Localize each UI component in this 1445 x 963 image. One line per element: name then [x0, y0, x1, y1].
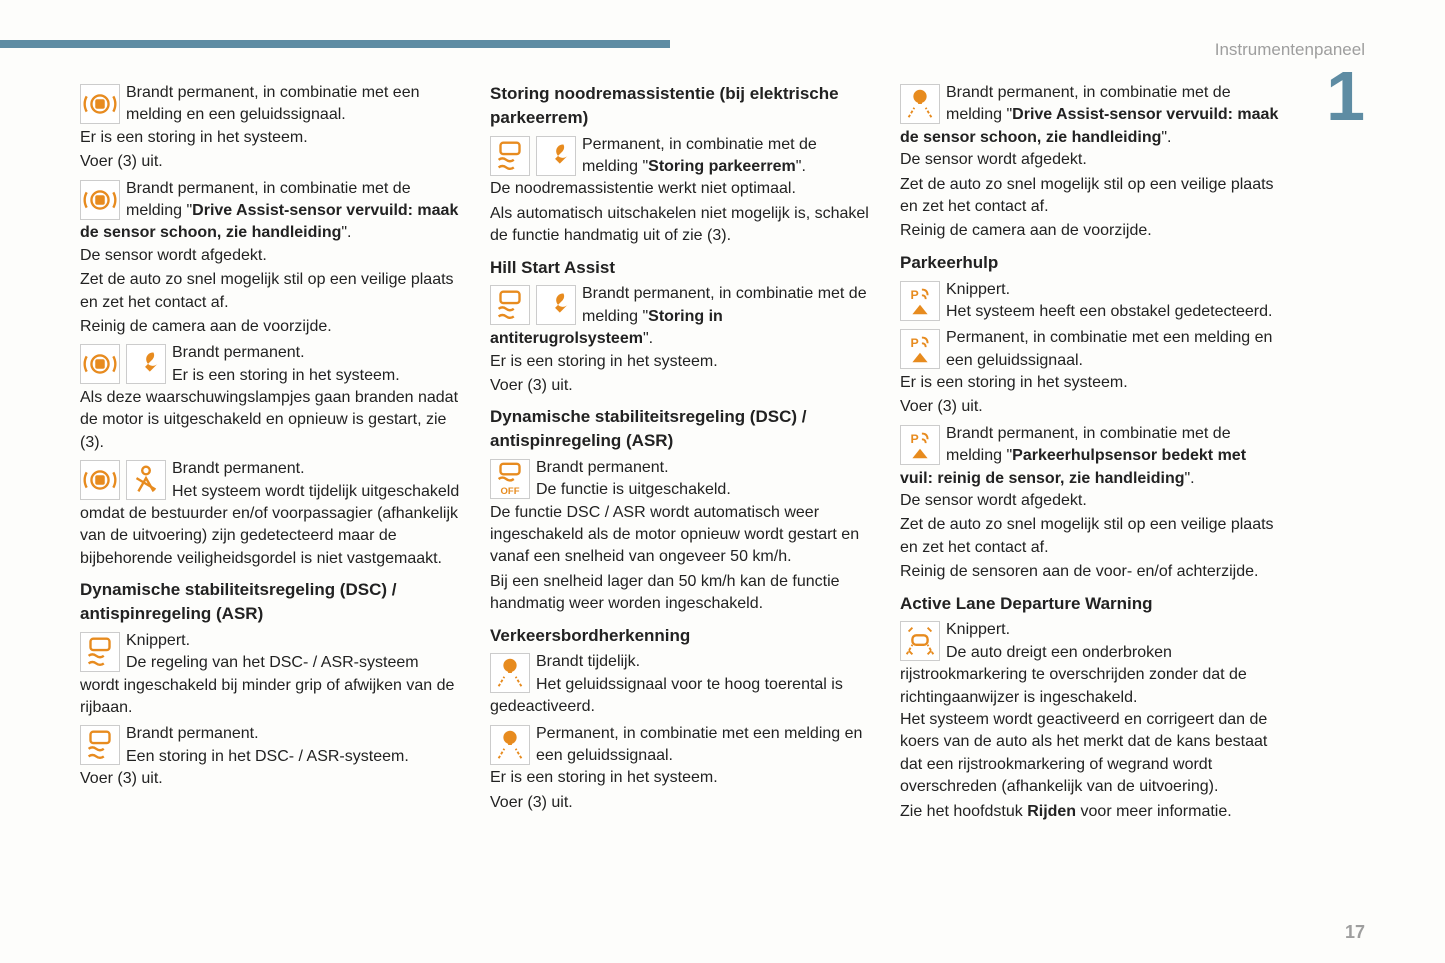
warning-block: Brandt permanent. Er is een storing in h… — [80, 342, 460, 454]
warning-text: De sensor wordt afgedekt. — [900, 490, 1280, 512]
warning-block: Knippert. Het systeem heeft een obstakel… — [900, 279, 1280, 324]
brake-circle-icon — [80, 460, 120, 500]
warning-text: Knippert. — [946, 621, 1010, 638]
seatbelt-icon — [126, 460, 166, 500]
parking-sensor-icon — [900, 329, 940, 369]
warning-text: Zet de auto zo snel mogelijk stil op een… — [80, 269, 460, 314]
chapter-number: 1 — [1326, 68, 1365, 124]
warning-text: Er is een storing in het systeem. — [490, 351, 870, 373]
section-heading: Hill Start Assist — [490, 256, 870, 280]
section-heading: Dynamische stabiliteitsregeling (DSC) / … — [490, 405, 870, 453]
warning-text: Brandt permanent, in combinatie met de m… — [900, 425, 1246, 487]
warning-block: Brandt permanent. Een storing in het DSC… — [80, 723, 460, 790]
warning-block: Permanent, in combinatie met een melding… — [900, 327, 1280, 419]
warning-text: Knippert. — [946, 281, 1010, 298]
page-number: 17 — [1345, 922, 1365, 943]
warning-text: Bij een snelheid lager dan 50 km/h kan d… — [490, 571, 870, 616]
warning-block: Permanent, in combinatie met een melding… — [490, 723, 870, 815]
warning-text: De auto dreigt een onderbroken rijstrook… — [900, 644, 1247, 706]
section-heading: Storing noodremassistentie (bij elektris… — [490, 82, 870, 130]
warning-text: Reinig de sensoren aan de voor- en/of ac… — [900, 561, 1280, 583]
warning-text: Het systeem heeft een obstakel gedetecte… — [946, 303, 1272, 320]
warning-text: De noodremassistentie werkt niet optimaa… — [490, 178, 870, 200]
warning-text: Er is een storing in het systeem. — [172, 367, 400, 384]
brake-circle-icon — [80, 84, 120, 124]
section-heading: Dynamische stabiliteitsregeling (DSC) / … — [80, 578, 460, 626]
warning-text: Voer (3) uit. — [900, 396, 1280, 418]
warning-text: Reinig de camera aan de voorzijde. — [900, 220, 1280, 242]
warning-block: Brandt permanent, in combinatie met een … — [80, 82, 460, 174]
warning-text: De sensor wordt afgedekt. — [80, 245, 460, 267]
warning-block: Brandt tijdelijk. Het geluidssignaal voo… — [490, 651, 870, 718]
parking-sensor-icon — [900, 281, 940, 321]
wrench-icon — [536, 285, 576, 325]
section-heading: Active Lane Departure Warning — [900, 592, 1280, 616]
warning-text: Zet de auto zo snel mogelijk stil op een… — [900, 174, 1280, 219]
warning-text: Er is een storing in het systeem. — [900, 372, 1280, 394]
warning-block: Permanent, in combinatie met de melding … — [490, 134, 870, 248]
warning-text: Voer (3) uit. — [490, 375, 870, 397]
warning-text: Brandt permanent, in combinatie met de m… — [80, 180, 458, 242]
warning-text: Als automatisch uitschakelen niet mogeli… — [490, 203, 870, 248]
warning-text: De sensor wordt afgedekt. — [900, 149, 1280, 171]
warning-text: Permanent, in combinatie met de melding … — [582, 136, 817, 175]
warning-block: Brandt permanent, in combinatie met de m… — [900, 82, 1280, 243]
warning-text: Er is een storing in het systeem. — [80, 127, 460, 149]
wrench-icon — [536, 136, 576, 176]
car-skid-icon — [490, 285, 530, 325]
warning-block: Brandt permanent, in combinatie met de m… — [900, 423, 1280, 584]
warning-text: Permanent, in combinatie met een melding… — [536, 725, 862, 764]
brake-circle-icon — [80, 180, 120, 220]
warning-block: Brandt permanent. De functie is uitgesch… — [490, 457, 870, 616]
warning-text: Brandt permanent. — [126, 725, 259, 742]
warning-text: Brandt permanent. — [172, 460, 305, 477]
warning-block: Brandt permanent, in combinatie met de m… — [490, 283, 870, 397]
warning-text: De regeling van het DSC- / ASR-systeem w… — [80, 654, 454, 716]
sign-lane-icon — [490, 653, 530, 693]
warning-text: Brandt permanent. — [536, 459, 669, 476]
car-skid-icon — [80, 725, 120, 765]
brake-circle-icon — [80, 344, 120, 384]
warning-block: Brandt permanent. Het systeem wordt tijd… — [80, 458, 460, 570]
sign-lane-icon — [490, 725, 530, 765]
warning-text: Brandt permanent, in combinatie met de m… — [900, 84, 1278, 146]
warning-text: Knippert. — [126, 632, 190, 649]
warning-block: Brandt permanent, in combinatie met de m… — [80, 178, 460, 339]
car-skid-icon — [80, 632, 120, 672]
wrench-icon — [126, 344, 166, 384]
warning-text: Zie het hoofdstuk Rijden voor meer infor… — [900, 801, 1280, 823]
warning-text: Reinig de camera aan de voorzijde. — [80, 316, 460, 338]
top-accent-bar — [0, 40, 670, 48]
car-skid-icon — [490, 136, 530, 176]
warning-text: Zet de auto zo snel mogelijk stil op een… — [900, 514, 1280, 559]
lane-depart-icon — [900, 621, 940, 661]
warning-text: De functie DSC / ASR wordt automatisch w… — [490, 502, 870, 569]
warning-text: Brandt permanent. — [172, 344, 305, 361]
warning-text: Voer (3) uit. — [80, 768, 460, 790]
warning-text: Voer (3) uit. — [80, 151, 460, 173]
warning-text: Voer (3) uit. — [490, 792, 870, 814]
warning-text: Een storing in het DSC- / ASR-systeem. — [126, 748, 409, 765]
page-content: Brandt permanent, in combinatie met een … — [80, 82, 1280, 823]
warning-text: Het systeem wordt geactiveerd en corrige… — [900, 709, 1280, 799]
warning-block: Knippert. De auto dreigt een onderbroken… — [900, 619, 1280, 823]
warning-block: Knippert. De regeling van het DSC- / ASR… — [80, 630, 460, 720]
warning-text: Permanent, in combinatie met een melding… — [946, 329, 1272, 368]
warning-text: Brandt permanent, in combinatie met een … — [126, 84, 420, 123]
sign-lane-icon — [900, 84, 940, 124]
section-heading: Parkeerhulp — [900, 251, 1280, 275]
parking-sensor-icon — [900, 425, 940, 465]
warning-text: Er is een storing in het systeem. — [490, 767, 870, 789]
warning-text: Het geluidssignaal voor te hoog toerenta… — [490, 676, 843, 715]
car-skid-off-icon — [490, 459, 530, 499]
warning-text: Als deze waarschuwingslampjes gaan brand… — [80, 387, 460, 454]
warning-text: De functie is uitgeschakeld. — [536, 481, 731, 498]
warning-text: Brandt tijdelijk. — [536, 653, 640, 670]
section-heading: Verkeersbordherkenning — [490, 624, 870, 648]
